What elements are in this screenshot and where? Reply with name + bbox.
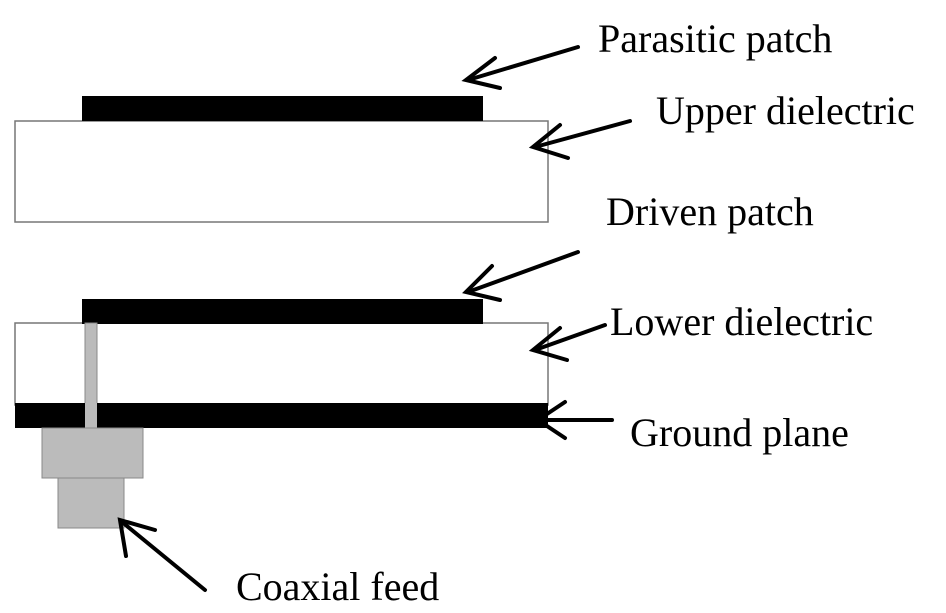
arrowhead [528, 326, 569, 362]
arrowhead [117, 517, 157, 558]
arrow [533, 323, 607, 352]
driven-patch [82, 299, 483, 324]
coax-body [57, 477, 125, 529]
arrowhead [534, 400, 567, 440]
label: Coaxial feed [236, 564, 439, 609]
arrow [466, 45, 580, 82]
label: Driven patch [606, 189, 814, 234]
arrow [120, 520, 207, 592]
feed-pin-gap [85, 403, 97, 428]
arrowhead [461, 56, 502, 90]
arrow [533, 119, 632, 149]
coax-connector [41, 427, 144, 479]
parasitic-patch [82, 96, 483, 121]
arrowhead [462, 264, 502, 302]
label: Parasitic patch [598, 16, 832, 61]
label: Lower dielectric [610, 299, 873, 344]
ground-plane [15, 403, 548, 428]
arrowhead [528, 123, 570, 160]
lower-dielectric [14, 322, 549, 406]
label: Upper dielectric [656, 88, 915, 133]
label: Ground plane [630, 410, 849, 455]
upper-dielectric [14, 120, 549, 223]
arrow [466, 250, 580, 294]
